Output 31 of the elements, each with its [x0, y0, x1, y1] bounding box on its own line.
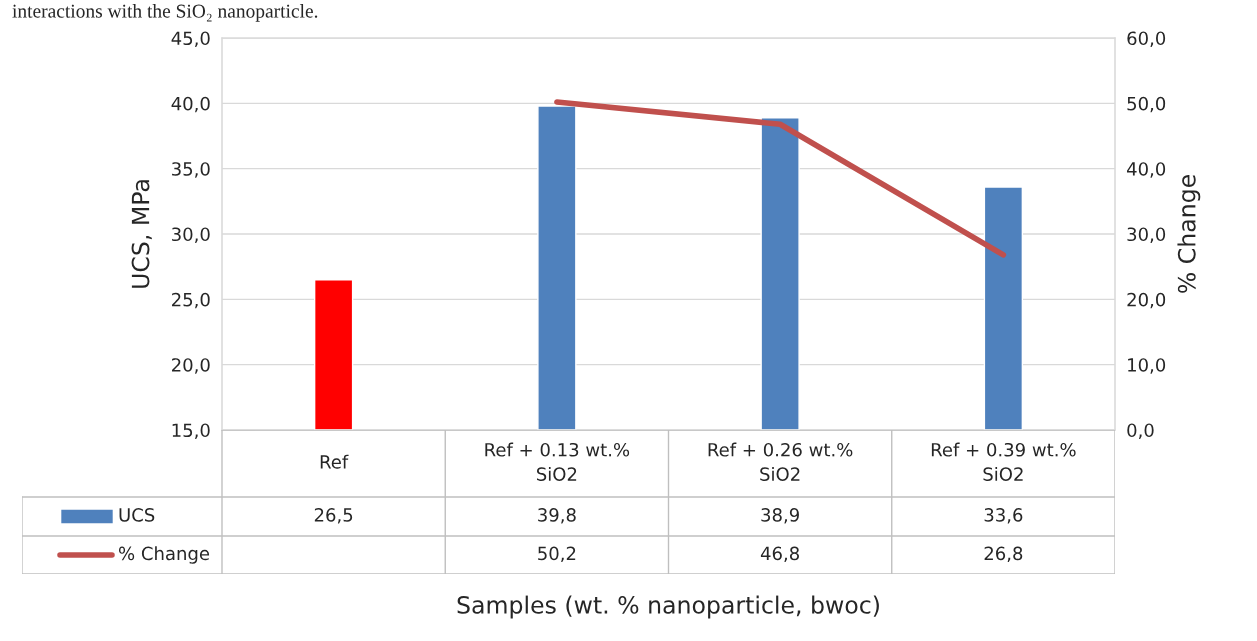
y-tick-label: 30,0 [172, 227, 210, 243]
y-tick-label: 40,0 [171, 96, 210, 113]
y2-tick-label: 20,0 [1127, 292, 1166, 309]
legend-label: % Change [119, 546, 210, 564]
y2-tick-label: 10,0 [1128, 358, 1166, 374]
y2-tick-label: 50,0 [1127, 96, 1166, 113]
y2-tick-label: 60,0 [1127, 31, 1166, 47]
y2-axis-title: % Change [1177, 175, 1201, 293]
y-axis-title: UCS, MPa [131, 180, 152, 288]
data-label: 26,5 [314, 508, 353, 524]
y-tick-label: 15,0 [172, 423, 210, 439]
text: interactions with the SiO₂ nanoparticle. [12, 4, 318, 22]
x-tick-label: Ref [320, 454, 349, 469]
data-label: 39,8 [538, 508, 576, 524]
y-tick-label: 25,0 [172, 292, 210, 309]
y2-tick-label: 0,0 [1127, 423, 1154, 439]
y-tick-label: 20,0 [172, 358, 210, 374]
data-label: 26,8 [984, 546, 1023, 563]
data-label: 50,2 [538, 546, 576, 563]
data-label: 33,6 [984, 508, 1023, 524]
x-tick-label: Ref + 0.39 wt.% SiO2 [931, 442, 1076, 481]
y-tick-label: 35,0 [172, 162, 210, 178]
y2-tick-label: 30,0 [1127, 227, 1166, 243]
y2-tick-label: 40,0 [1126, 162, 1166, 178]
x-tick-label: Ref + 0.13 wt.% SiO2 [485, 442, 630, 481]
legend-label: UCS [119, 508, 155, 522]
data-label: 46,8 [760, 546, 799, 563]
y-tick-label: 45,0 [171, 31, 210, 47]
x-axis-title: Samples (wt. % nanoparticle, bwoc) [457, 595, 879, 619]
x-tick-label: Ref + 0.26 wt.% SiO2 [708, 442, 853, 481]
data-label: 38,9 [761, 508, 799, 524]
